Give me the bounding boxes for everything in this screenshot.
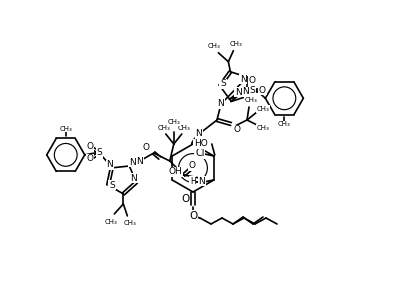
- Text: CH₃: CH₃: [208, 43, 221, 49]
- Text: CH₃: CH₃: [230, 41, 243, 47]
- Text: O: O: [86, 142, 93, 151]
- Text: CH₃: CH₃: [105, 219, 118, 225]
- Text: O: O: [249, 76, 256, 85]
- Text: CH₃: CH₃: [60, 126, 72, 132]
- Text: OH: OH: [169, 167, 183, 177]
- Text: CH₃: CH₃: [278, 121, 291, 127]
- Text: HO: HO: [194, 139, 208, 149]
- Text: N: N: [130, 174, 137, 183]
- Text: H: H: [190, 177, 196, 185]
- Text: Cl: Cl: [195, 148, 204, 158]
- Text: S: S: [97, 148, 103, 157]
- Text: N: N: [106, 160, 113, 169]
- Text: O: O: [86, 154, 93, 163]
- Text: O: O: [233, 125, 240, 135]
- Text: O: O: [142, 142, 149, 152]
- Text: S: S: [109, 181, 115, 190]
- Text: N: N: [242, 87, 248, 96]
- Text: O: O: [189, 211, 197, 221]
- Text: N: N: [235, 88, 242, 97]
- Text: N: N: [217, 99, 224, 109]
- Text: CH₃: CH₃: [257, 125, 269, 131]
- Text: S: S: [220, 80, 226, 88]
- Text: N: N: [129, 157, 135, 167]
- Text: CH₃: CH₃: [167, 119, 180, 125]
- Text: N: N: [136, 156, 143, 166]
- Text: CH₃: CH₃: [245, 97, 257, 103]
- Text: O: O: [181, 194, 189, 204]
- Text: N: N: [240, 75, 246, 84]
- Text: CH₃: CH₃: [157, 125, 170, 131]
- Text: S: S: [249, 86, 255, 95]
- Text: CH₃: CH₃: [177, 125, 190, 131]
- Text: O: O: [259, 86, 266, 95]
- Text: N: N: [198, 177, 205, 185]
- Text: O: O: [188, 162, 195, 170]
- Text: N: N: [195, 130, 202, 138]
- Text: CH₃: CH₃: [124, 220, 137, 226]
- Text: CH₃: CH₃: [257, 106, 269, 112]
